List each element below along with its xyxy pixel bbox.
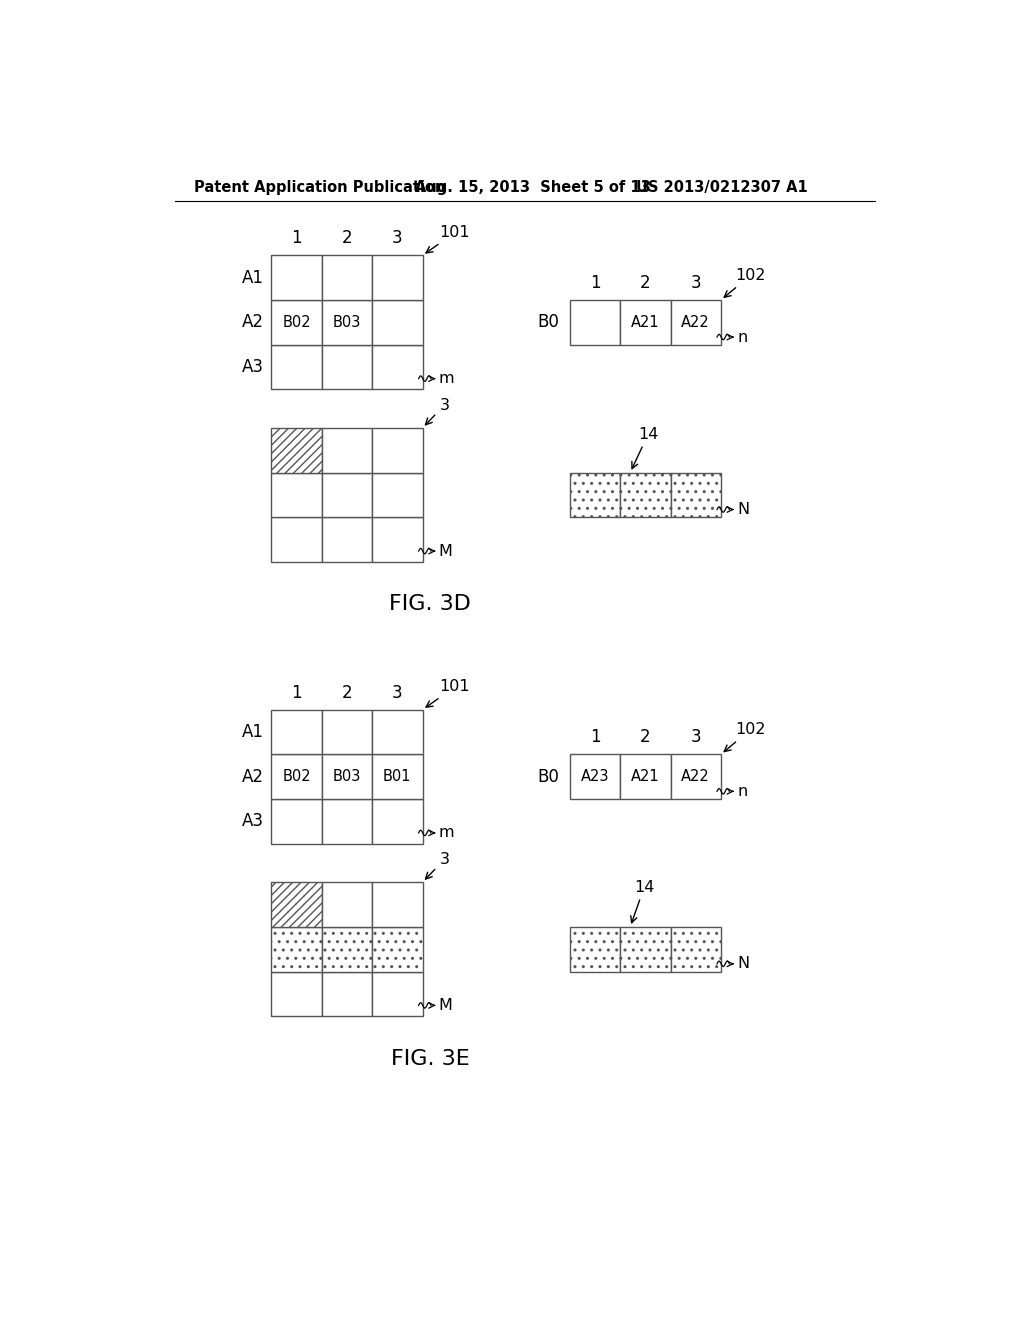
Bar	[372, 345, 423, 389]
Bar	[671, 755, 721, 799]
Bar	[322, 972, 372, 1016]
Bar	[372, 927, 423, 972]
Text: 14: 14	[632, 426, 658, 469]
Text: 101: 101	[426, 680, 470, 708]
Bar	[569, 473, 621, 517]
Text: 3: 3	[690, 729, 701, 746]
Text: 2: 2	[342, 684, 352, 702]
Text: N: N	[737, 502, 750, 517]
Bar	[372, 517, 423, 562]
Bar	[271, 428, 322, 473]
Bar	[271, 517, 322, 562]
Text: B0: B0	[538, 313, 559, 331]
Text: A21: A21	[631, 315, 659, 330]
Text: 3: 3	[392, 230, 402, 247]
Bar	[271, 799, 322, 843]
Bar	[322, 256, 372, 300]
Text: FIG. 3D: FIG. 3D	[389, 594, 471, 614]
Bar	[621, 755, 671, 799]
Bar	[372, 473, 423, 517]
Bar	[322, 755, 372, 799]
Bar	[322, 927, 372, 972]
Bar	[271, 755, 322, 799]
Bar	[372, 428, 423, 473]
Text: A2: A2	[242, 313, 264, 331]
Bar	[372, 972, 423, 1016]
Bar	[271, 710, 322, 755]
Text: 1: 1	[590, 275, 600, 292]
Text: B02: B02	[283, 315, 311, 330]
Text: 1: 1	[590, 729, 600, 746]
Bar	[621, 473, 671, 517]
Text: US 2013/0212307 A1: US 2013/0212307 A1	[636, 180, 807, 195]
Text: 102: 102	[724, 722, 765, 751]
Bar	[322, 710, 372, 755]
Text: A23: A23	[581, 770, 609, 784]
Text: A3: A3	[242, 358, 264, 376]
Text: B03: B03	[333, 770, 361, 784]
Text: A3: A3	[242, 812, 264, 830]
Text: 3: 3	[426, 397, 450, 425]
Bar	[372, 710, 423, 755]
Text: B01: B01	[383, 770, 412, 784]
Bar	[271, 473, 322, 517]
Text: B0: B0	[538, 768, 559, 785]
Text: Aug. 15, 2013  Sheet 5 of 13: Aug. 15, 2013 Sheet 5 of 13	[415, 180, 650, 195]
Text: A21: A21	[631, 770, 659, 784]
Text: 2: 2	[640, 729, 650, 746]
Bar	[569, 755, 621, 799]
Bar	[569, 927, 621, 972]
Bar	[671, 927, 721, 972]
Text: M: M	[438, 544, 453, 558]
Bar	[671, 300, 721, 345]
Text: 3: 3	[690, 275, 701, 292]
Bar	[372, 300, 423, 345]
Bar	[671, 473, 721, 517]
Text: n: n	[737, 784, 748, 799]
Text: B03: B03	[333, 315, 361, 330]
Bar	[322, 517, 372, 562]
Bar	[271, 882, 322, 927]
Text: 1: 1	[291, 230, 302, 247]
Text: FIG. 3E: FIG. 3E	[391, 1048, 470, 1068]
Text: 3: 3	[426, 851, 450, 879]
Bar	[271, 300, 322, 345]
Bar	[372, 755, 423, 799]
Text: 3: 3	[392, 684, 402, 702]
Text: A1: A1	[242, 269, 264, 286]
Bar	[372, 882, 423, 927]
Bar	[569, 300, 621, 345]
Bar	[322, 345, 372, 389]
Bar	[322, 300, 372, 345]
Text: m: m	[438, 371, 455, 387]
Text: 2: 2	[342, 230, 352, 247]
Text: B02: B02	[283, 770, 311, 784]
Text: m: m	[438, 825, 455, 841]
Text: A2: A2	[242, 768, 264, 785]
Bar	[271, 345, 322, 389]
Bar	[621, 927, 671, 972]
Bar	[322, 428, 372, 473]
Text: Patent Application Publication: Patent Application Publication	[194, 180, 445, 195]
Bar	[372, 799, 423, 843]
Text: 1: 1	[291, 684, 302, 702]
Bar	[271, 256, 322, 300]
Text: n: n	[737, 330, 748, 345]
Text: 102: 102	[724, 268, 765, 297]
Bar	[372, 256, 423, 300]
Text: A22: A22	[681, 770, 710, 784]
Bar	[271, 927, 322, 972]
Bar	[322, 882, 372, 927]
Text: N: N	[737, 956, 750, 972]
Bar	[271, 972, 322, 1016]
Text: 14: 14	[631, 879, 654, 923]
Text: 2: 2	[640, 275, 650, 292]
Text: A1: A1	[242, 723, 264, 741]
Bar	[322, 473, 372, 517]
Text: A22: A22	[681, 315, 710, 330]
Text: 101: 101	[426, 224, 470, 253]
Bar	[621, 300, 671, 345]
Bar	[322, 799, 372, 843]
Text: M: M	[438, 998, 453, 1012]
